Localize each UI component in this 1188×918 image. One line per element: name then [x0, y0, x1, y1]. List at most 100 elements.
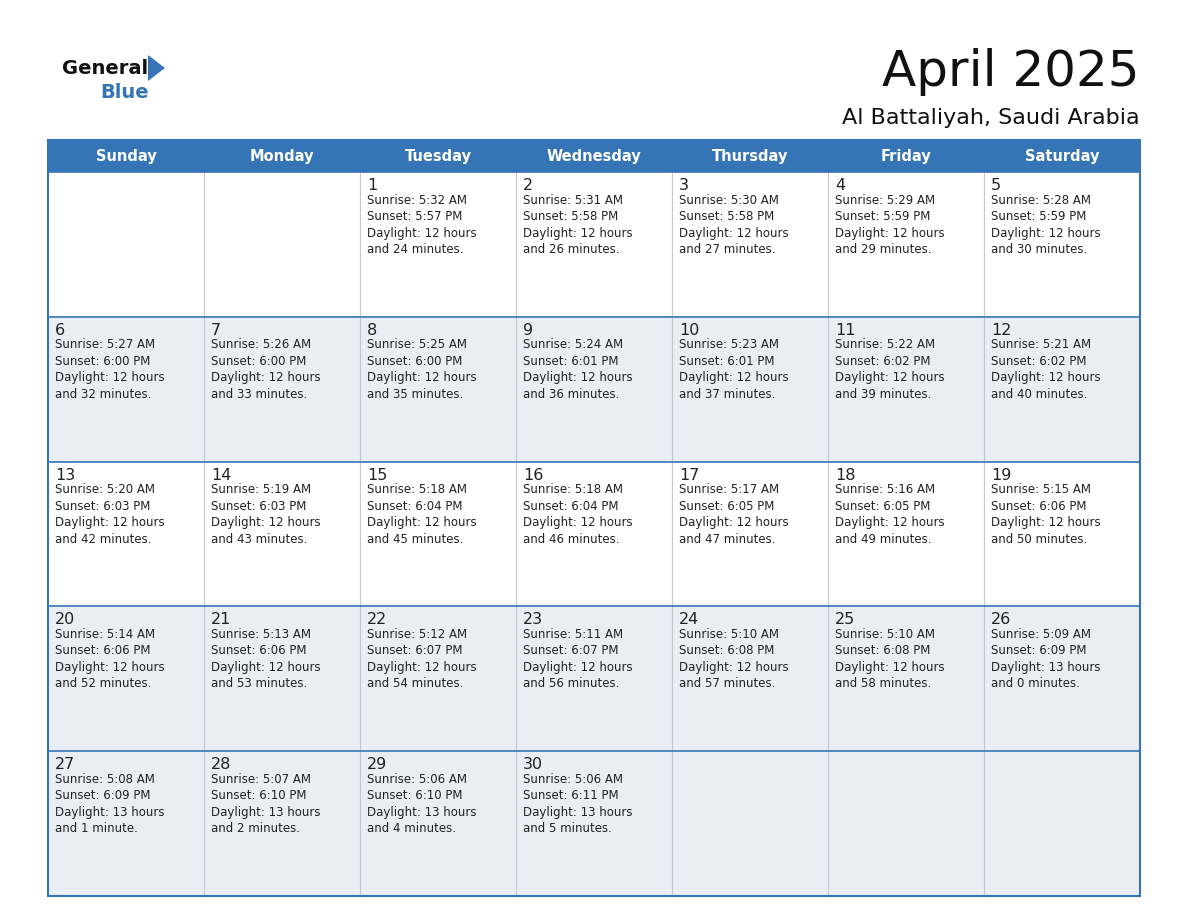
Text: Sunrise: 5:10 AM: Sunrise: 5:10 AM [835, 628, 935, 641]
Text: Daylight: 12 hours: Daylight: 12 hours [55, 661, 165, 674]
Text: and 45 minutes.: and 45 minutes. [367, 532, 463, 545]
Text: Thursday: Thursday [712, 149, 788, 163]
Text: and 0 minutes.: and 0 minutes. [991, 677, 1080, 690]
Text: Sunrise: 5:06 AM: Sunrise: 5:06 AM [367, 773, 467, 786]
Text: Daylight: 12 hours: Daylight: 12 hours [680, 371, 789, 385]
Text: Sunset: 6:07 PM: Sunset: 6:07 PM [367, 644, 462, 657]
Text: and 36 minutes.: and 36 minutes. [523, 387, 619, 401]
Text: Daylight: 12 hours: Daylight: 12 hours [991, 227, 1100, 240]
Text: 17: 17 [680, 467, 700, 483]
Text: Sunset: 6:04 PM: Sunset: 6:04 PM [523, 499, 619, 512]
Text: and 27 minutes.: and 27 minutes. [680, 243, 776, 256]
Text: Daylight: 12 hours: Daylight: 12 hours [835, 661, 944, 674]
Text: and 57 minutes.: and 57 minutes. [680, 677, 776, 690]
Text: Sunset: 6:04 PM: Sunset: 6:04 PM [367, 499, 462, 512]
Text: and 47 minutes.: and 47 minutes. [680, 532, 776, 545]
Bar [360, 140, 516, 172]
Text: Sunrise: 5:17 AM: Sunrise: 5:17 AM [680, 483, 779, 496]
Text: Sunrise: 5:31 AM: Sunrise: 5:31 AM [523, 194, 623, 207]
Text: Tuesday: Tuesday [404, 149, 472, 163]
Text: Daylight: 12 hours: Daylight: 12 hours [835, 227, 944, 240]
Text: and 30 minutes.: and 30 minutes. [991, 243, 1087, 256]
Text: 3: 3 [680, 178, 689, 193]
Text: Sunrise: 5:25 AM: Sunrise: 5:25 AM [367, 339, 467, 352]
Text: 2: 2 [523, 178, 533, 193]
Text: 6: 6 [55, 323, 65, 338]
Bar [48, 607, 1140, 751]
Text: Daylight: 12 hours: Daylight: 12 hours [991, 516, 1100, 529]
Text: Daylight: 12 hours: Daylight: 12 hours [367, 661, 476, 674]
Text: Daylight: 12 hours: Daylight: 12 hours [680, 227, 789, 240]
Text: Sunset: 6:02 PM: Sunset: 6:02 PM [991, 354, 1087, 368]
Text: Daylight: 12 hours: Daylight: 12 hours [523, 227, 633, 240]
Text: Sunrise: 5:20 AM: Sunrise: 5:20 AM [55, 483, 154, 496]
Text: Sunset: 6:08 PM: Sunset: 6:08 PM [835, 644, 930, 657]
Text: Wednesday: Wednesday [546, 149, 642, 163]
Text: 30: 30 [523, 757, 543, 772]
Text: Daylight: 12 hours: Daylight: 12 hours [523, 371, 633, 385]
Text: Daylight: 12 hours: Daylight: 12 hours [55, 371, 165, 385]
Text: 27: 27 [55, 757, 75, 772]
Text: Sunrise: 5:23 AM: Sunrise: 5:23 AM [680, 339, 779, 352]
Text: Sunrise: 5:07 AM: Sunrise: 5:07 AM [211, 773, 311, 786]
Text: 13: 13 [55, 467, 75, 483]
Text: Daylight: 12 hours: Daylight: 12 hours [211, 516, 321, 529]
Bar [204, 140, 360, 172]
Text: 8: 8 [367, 323, 378, 338]
Text: Al Battaliyah, Saudi Arabia: Al Battaliyah, Saudi Arabia [842, 108, 1140, 128]
Text: Daylight: 12 hours: Daylight: 12 hours [680, 516, 789, 529]
Text: and 37 minutes.: and 37 minutes. [680, 387, 776, 401]
Text: Sunset: 6:06 PM: Sunset: 6:06 PM [55, 644, 151, 657]
Text: Saturday: Saturday [1025, 149, 1099, 163]
Text: and 1 minute.: and 1 minute. [55, 823, 138, 835]
Bar [48, 140, 204, 172]
Text: and 24 minutes.: and 24 minutes. [367, 243, 463, 256]
Text: Sunset: 6:08 PM: Sunset: 6:08 PM [680, 644, 775, 657]
Text: Sunrise: 5:09 AM: Sunrise: 5:09 AM [991, 628, 1091, 641]
Text: Sunrise: 5:11 AM: Sunrise: 5:11 AM [523, 628, 624, 641]
Bar [672, 140, 828, 172]
Text: Sunset: 6:10 PM: Sunset: 6:10 PM [367, 789, 462, 802]
Text: Daylight: 13 hours: Daylight: 13 hours [991, 661, 1100, 674]
Text: and 39 minutes.: and 39 minutes. [835, 387, 931, 401]
Text: 23: 23 [523, 612, 543, 627]
Text: Daylight: 12 hours: Daylight: 12 hours [55, 516, 165, 529]
Text: Sunrise: 5:30 AM: Sunrise: 5:30 AM [680, 194, 779, 207]
Text: 20: 20 [55, 612, 75, 627]
Text: 9: 9 [523, 323, 533, 338]
Text: Sunset: 6:07 PM: Sunset: 6:07 PM [523, 644, 619, 657]
Text: and 42 minutes.: and 42 minutes. [55, 532, 152, 545]
Text: Sunrise: 5:21 AM: Sunrise: 5:21 AM [991, 339, 1091, 352]
Text: Daylight: 12 hours: Daylight: 12 hours [367, 227, 476, 240]
Text: and 58 minutes.: and 58 minutes. [835, 677, 931, 690]
Bar [828, 140, 984, 172]
Text: and 33 minutes.: and 33 minutes. [211, 387, 308, 401]
Text: Sunset: 6:05 PM: Sunset: 6:05 PM [680, 499, 775, 512]
Text: 28: 28 [211, 757, 232, 772]
Text: Sunrise: 5:06 AM: Sunrise: 5:06 AM [523, 773, 623, 786]
Text: 15: 15 [367, 467, 387, 483]
Text: and 56 minutes.: and 56 minutes. [523, 677, 619, 690]
Text: 24: 24 [680, 612, 700, 627]
Text: Sunset: 6:09 PM: Sunset: 6:09 PM [55, 789, 151, 802]
Text: Sunset: 6:06 PM: Sunset: 6:06 PM [211, 644, 307, 657]
Bar [48, 172, 1140, 317]
Text: and 5 minutes.: and 5 minutes. [523, 823, 612, 835]
Text: 22: 22 [367, 612, 387, 627]
Text: Sunday: Sunday [95, 149, 157, 163]
Text: Daylight: 12 hours: Daylight: 12 hours [680, 661, 789, 674]
Text: Sunrise: 5:14 AM: Sunrise: 5:14 AM [55, 628, 156, 641]
Text: Daylight: 12 hours: Daylight: 12 hours [367, 516, 476, 529]
Text: Sunset: 6:09 PM: Sunset: 6:09 PM [991, 644, 1087, 657]
Text: Sunrise: 5:08 AM: Sunrise: 5:08 AM [55, 773, 154, 786]
Text: 16: 16 [523, 467, 543, 483]
Text: Sunrise: 5:16 AM: Sunrise: 5:16 AM [835, 483, 935, 496]
Text: Daylight: 12 hours: Daylight: 12 hours [835, 516, 944, 529]
Text: Sunrise: 5:29 AM: Sunrise: 5:29 AM [835, 194, 935, 207]
Text: Sunset: 6:00 PM: Sunset: 6:00 PM [211, 354, 307, 368]
Bar [48, 140, 1140, 896]
Text: and 53 minutes.: and 53 minutes. [211, 677, 308, 690]
Text: Blue: Blue [100, 83, 148, 102]
Text: Sunset: 5:57 PM: Sunset: 5:57 PM [367, 210, 462, 223]
Text: Sunset: 6:03 PM: Sunset: 6:03 PM [211, 499, 307, 512]
